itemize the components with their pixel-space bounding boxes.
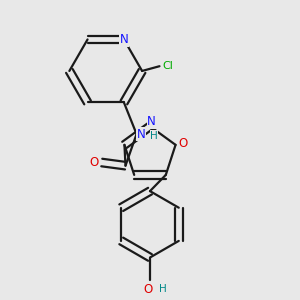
Text: O: O bbox=[144, 283, 153, 296]
Text: H: H bbox=[159, 284, 167, 294]
Text: N: N bbox=[147, 115, 156, 128]
Text: H: H bbox=[150, 130, 158, 141]
Text: O: O bbox=[179, 137, 188, 150]
Text: Cl: Cl bbox=[162, 61, 173, 71]
Text: O: O bbox=[89, 156, 98, 169]
Text: N: N bbox=[119, 33, 128, 46]
Text: N: N bbox=[137, 128, 146, 141]
